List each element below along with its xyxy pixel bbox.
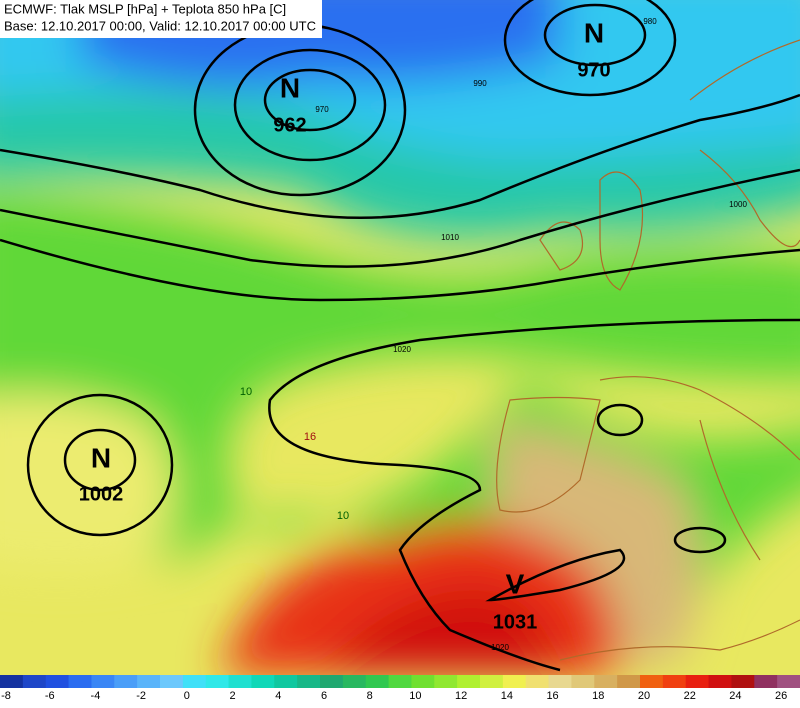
colorbar-cell <box>182 675 207 688</box>
temperature-field <box>0 0 800 675</box>
isobar-label: 1020 <box>393 345 411 354</box>
colorbar-tick-label: -2 <box>136 690 146 702</box>
colorbar-cell <box>685 675 710 688</box>
colorbar-cell <box>228 675 252 688</box>
colorbar-tick-label: -8 <box>1 690 11 702</box>
header-line: Base: 12.10.2017 00:00, Valid: 12.10.201… <box>4 18 316 33</box>
colorbar-tick-label: 6 <box>321 690 327 702</box>
colorbar-tick-label: 2 <box>230 690 236 702</box>
colorbar-cell <box>91 675 115 688</box>
colorbar-cell <box>754 675 778 688</box>
colorbar-cell <box>525 675 550 688</box>
temperature-label: 10 <box>240 386 252 398</box>
temperature-label: 16 <box>304 431 316 443</box>
isobar-label: 1010 <box>441 233 459 242</box>
coastlines <box>496 39 800 661</box>
colorbar-tick-label: 10 <box>409 690 421 702</box>
center-value: 1002 <box>79 483 124 505</box>
colorbar-cell <box>617 675 641 688</box>
colorbar-cell <box>594 675 618 688</box>
isobar-label: 1020 <box>491 643 509 652</box>
header-line: ECMWF: Tlak MSLP [hPa] + Teplota 850 hPa… <box>4 1 286 16</box>
center-letter: V <box>506 568 525 599</box>
center-value: 962 <box>273 114 306 136</box>
colorbar-cell <box>297 675 321 688</box>
colorbar-cell <box>251 675 275 688</box>
isobars <box>0 0 800 672</box>
colorbar-cell <box>160 675 184 688</box>
colorbar-tick-label: 22 <box>684 690 696 702</box>
isobar-label: 990 <box>473 79 487 88</box>
colorbar-cell <box>320 675 344 688</box>
header-box <box>0 0 322 38</box>
colorbar-cell <box>342 675 367 688</box>
colorbar-tick-label: 8 <box>367 690 373 702</box>
colorbar-tick-label: 4 <box>275 690 281 702</box>
colorbar-tick-label: 14 <box>501 690 513 702</box>
center-letter: N <box>91 442 111 473</box>
colorbar-tick-label: -4 <box>91 690 101 702</box>
colorbar-cell <box>434 675 458 688</box>
colorbar-cell <box>388 675 412 688</box>
colorbar-tick-label: 0 <box>184 690 190 702</box>
colorbar-cell <box>548 675 572 688</box>
header: ECMWF: Tlak MSLP [hPa] + Teplota 850 hPa… <box>0 0 322 38</box>
colorbar-tick-label: 20 <box>638 690 650 702</box>
colorbar-cell <box>22 675 47 688</box>
colorbar-cell <box>502 675 527 688</box>
colorbar-cell <box>274 675 298 688</box>
colorbar-cell <box>480 675 504 688</box>
colorbar-cell <box>777 675 800 688</box>
colorbar-cell <box>0 675 24 688</box>
colorbar-cell <box>365 675 390 688</box>
colorbar-tick-label: 16 <box>546 690 558 702</box>
colorbar-cell <box>45 675 70 688</box>
colorbar-tick-label: 26 <box>775 690 787 702</box>
colorbar-cell <box>571 675 595 688</box>
colorbar-cell <box>708 675 732 688</box>
center-value: 1031 <box>493 611 538 633</box>
colorbar-cell <box>457 675 481 688</box>
colorbar-tick-label: 24 <box>729 690 741 702</box>
isobar-label: 970 <box>315 105 329 114</box>
colorbar-cell <box>411 675 435 688</box>
center-value: 970 <box>577 59 610 81</box>
colorbar: -8 -6 -4 -2 0 2 4 6 8 10 12 14 16 18 20 22 24 26 <box>0 675 800 702</box>
colorbar-cell <box>662 675 687 688</box>
colorbar-tick-label: -6 <box>45 690 55 702</box>
center-letter: N <box>584 17 604 48</box>
center-letter: N <box>280 72 300 103</box>
colorbar-cell <box>205 675 230 688</box>
temperature-label: 10 <box>337 510 349 522</box>
colorbar-cell <box>68 675 92 688</box>
colorbar-cell <box>731 675 755 688</box>
colorbar-cell <box>114 675 138 688</box>
colorbar-tick-label: 18 <box>592 690 604 702</box>
colorbar-tick-label: 12 <box>455 690 467 702</box>
colorbar-cell <box>137 675 161 688</box>
colorbar-cell <box>640 675 664 688</box>
isobar-label: 980 <box>643 17 657 26</box>
isobar-label: 1000 <box>729 200 747 209</box>
